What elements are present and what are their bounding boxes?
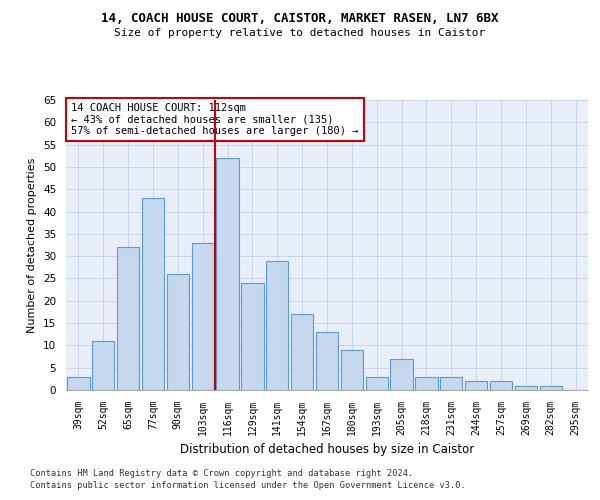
Y-axis label: Number of detached properties: Number of detached properties: [28, 158, 37, 332]
Bar: [490, 381, 512, 390]
Text: Contains public sector information licensed under the Open Government Licence v3: Contains public sector information licen…: [30, 481, 466, 490]
Bar: [440, 376, 463, 390]
Bar: [117, 247, 139, 390]
Bar: [142, 198, 164, 390]
Bar: [465, 381, 487, 390]
Bar: [415, 376, 437, 390]
Bar: [291, 314, 313, 390]
Bar: [341, 350, 363, 390]
Bar: [217, 158, 239, 390]
Bar: [266, 260, 289, 390]
Text: 14, COACH HOUSE COURT, CAISTOR, MARKET RASEN, LN7 6BX: 14, COACH HOUSE COURT, CAISTOR, MARKET R…: [101, 12, 499, 26]
Text: 14 COACH HOUSE COURT: 112sqm
← 43% of detached houses are smaller (135)
57% of s: 14 COACH HOUSE COURT: 112sqm ← 43% of de…: [71, 103, 359, 136]
Bar: [92, 341, 115, 390]
Bar: [515, 386, 537, 390]
X-axis label: Distribution of detached houses by size in Caistor: Distribution of detached houses by size …: [180, 444, 474, 456]
Bar: [365, 376, 388, 390]
Bar: [316, 332, 338, 390]
Bar: [391, 359, 413, 390]
Bar: [67, 376, 89, 390]
Text: Contains HM Land Registry data © Crown copyright and database right 2024.: Contains HM Land Registry data © Crown c…: [30, 468, 413, 477]
Bar: [539, 386, 562, 390]
Text: Size of property relative to detached houses in Caistor: Size of property relative to detached ho…: [115, 28, 485, 38]
Bar: [191, 243, 214, 390]
Bar: [241, 283, 263, 390]
Bar: [167, 274, 189, 390]
